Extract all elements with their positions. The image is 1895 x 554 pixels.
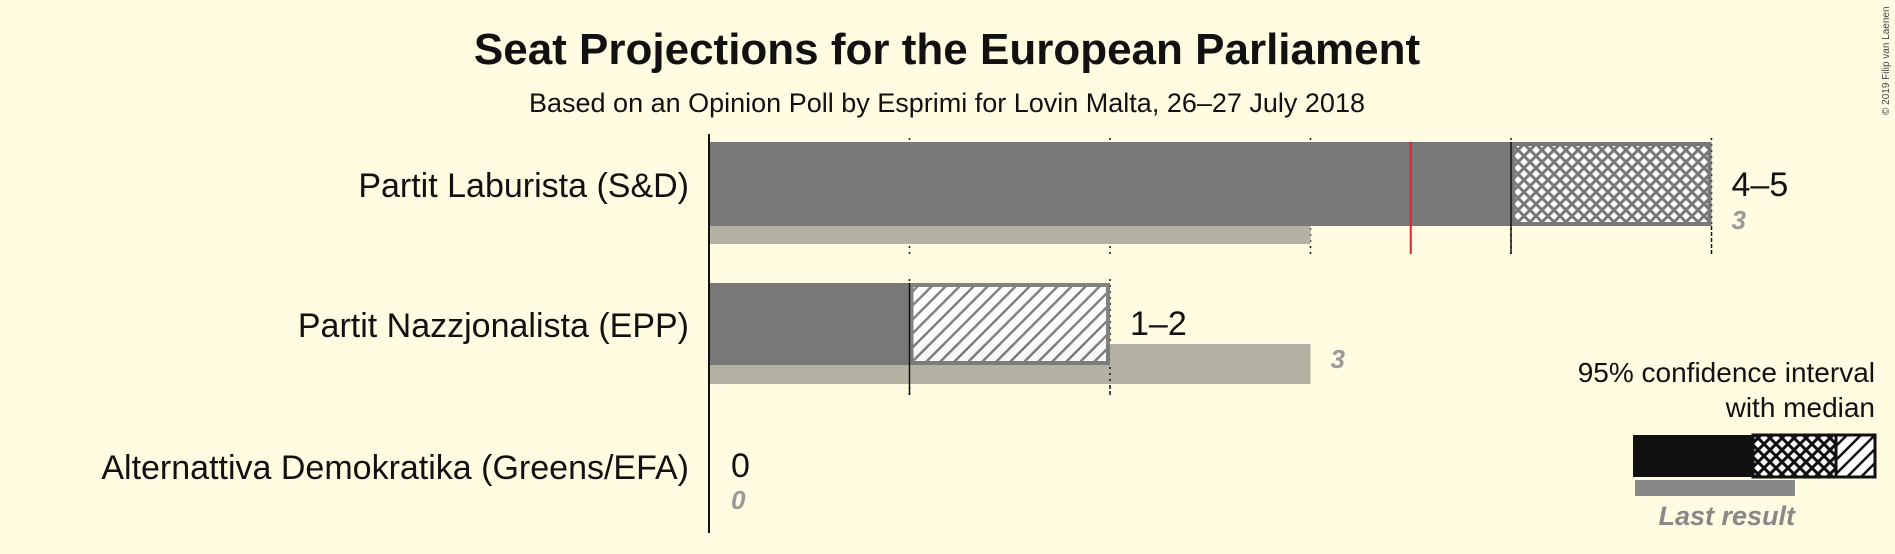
range-label: 0 xyxy=(731,447,750,485)
legend-line1: 95% confidence interval xyxy=(1578,357,1875,388)
legend-ci-solid-swatch xyxy=(1633,435,1753,477)
party-label: Partit Laburista (S&D) xyxy=(358,167,689,205)
last-result-label: 3 xyxy=(1732,205,1747,235)
ci-hatched-bar xyxy=(909,283,1110,365)
legend-ci-hatched-swatch xyxy=(1751,433,1838,479)
legend-last-result-swatch xyxy=(1635,480,1795,496)
legend: 95% confidence interval with median Last… xyxy=(1578,357,1877,531)
range-label: 1–2 xyxy=(1130,305,1187,343)
legend-ci-striped-swatch xyxy=(1834,433,1877,479)
party-label: Partit Nazzjonalista (EPP) xyxy=(298,307,689,345)
legend-last-result-label: Last result xyxy=(1658,501,1796,531)
ci-hatched-bar xyxy=(1511,142,1712,226)
copyright-notice: © 2019 Filip van Laenen xyxy=(1881,6,1892,115)
chart-title: Seat Projections for the European Parlia… xyxy=(474,25,1421,74)
ci-solid-bar xyxy=(709,283,910,365)
chart-subtitle: Based on an Opinion Poll by Esprimi for … xyxy=(529,88,1365,118)
legend-line2: with median xyxy=(1725,392,1875,423)
ci-solid-bar xyxy=(709,142,1511,226)
party-label: Alternattiva Demokratika (Greens/EFA) xyxy=(101,449,689,487)
range-label: 4–5 xyxy=(1732,166,1789,204)
last-result-bar xyxy=(709,226,1311,244)
last-result-label: 3 xyxy=(1331,344,1346,374)
last-result-label: 0 xyxy=(731,485,746,515)
